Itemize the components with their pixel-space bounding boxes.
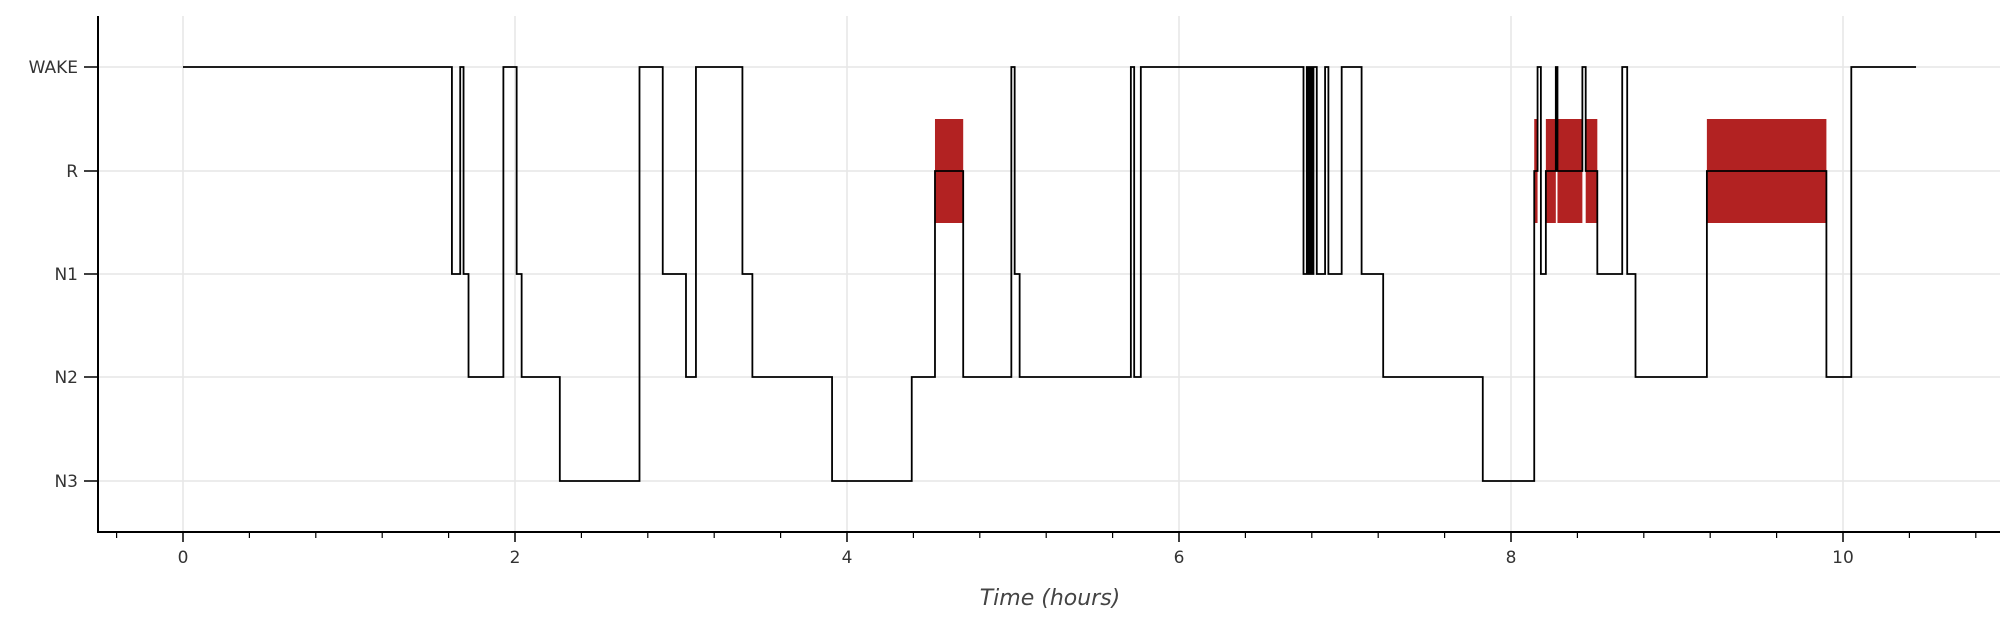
ticks: 0 2 4 6 8 10 N3 N2 N1 R WAKE	[29, 58, 1977, 568]
y-tick-label: R	[66, 162, 78, 182]
x-tick-label: 2	[510, 548, 521, 568]
y-tick-label: N1	[54, 265, 78, 285]
x-tick-label: 6	[1174, 548, 1185, 568]
x-tick-label: 0	[178, 548, 189, 568]
x-tick-label: 10	[1832, 548, 1854, 568]
x-tick-label: 8	[1506, 548, 1517, 568]
y-tick-label: N2	[54, 368, 78, 388]
y-tick-label: N3	[54, 472, 78, 492]
x-axis-title: Time (hours)	[980, 586, 1121, 611]
x-tick-label: 4	[842, 548, 853, 568]
hypnogram-line	[183, 66, 1917, 482]
y-tick-label: WAKE	[29, 58, 78, 78]
grid	[98, 16, 2000, 532]
hypnogram-series	[183, 66, 1917, 482]
